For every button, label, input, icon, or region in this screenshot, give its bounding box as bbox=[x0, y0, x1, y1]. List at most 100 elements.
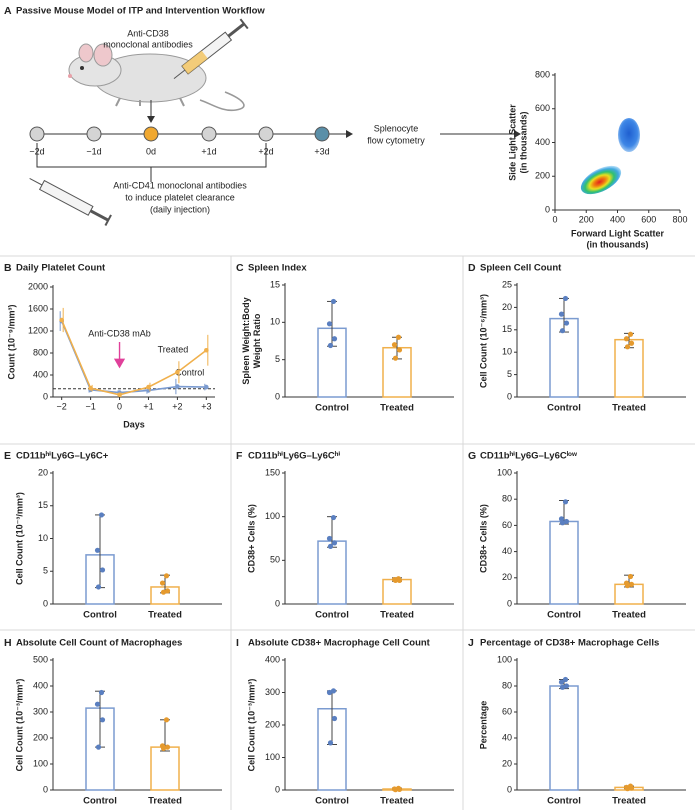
x-tick-label: Control bbox=[547, 796, 581, 807]
y-tick-label: 0 bbox=[43, 598, 48, 608]
y-tick-label: 10 bbox=[38, 533, 48, 543]
bar bbox=[317, 540, 347, 605]
y-axis-label: Cell Count (10⁻³/mm³) bbox=[14, 679, 24, 772]
data-point bbox=[559, 520, 566, 526]
y-tick-label: 0 bbox=[275, 598, 280, 608]
y-tick-label: 200 bbox=[535, 171, 550, 181]
data-point bbox=[395, 334, 402, 340]
data-point bbox=[327, 740, 334, 746]
y-tick-label: 200 bbox=[265, 719, 280, 729]
data-point bbox=[146, 384, 151, 390]
x-tick-label: +3 bbox=[201, 401, 211, 411]
y-axis-label: CD38+ Cells (%) bbox=[478, 504, 488, 573]
y-tick-label: 1200 bbox=[28, 325, 48, 335]
data-point bbox=[331, 540, 338, 546]
bracket bbox=[36, 143, 267, 182]
data-point bbox=[628, 785, 635, 791]
y-tick-label: 20 bbox=[502, 758, 512, 768]
data-point bbox=[327, 543, 334, 549]
y-tick-label: 60 bbox=[502, 520, 512, 530]
data-point bbox=[562, 499, 569, 505]
timeline-nodes bbox=[29, 126, 330, 142]
data-point bbox=[563, 518, 570, 525]
x-axis-label: (in thousands) bbox=[587, 239, 649, 249]
y-axis-label: Percentage bbox=[478, 701, 488, 750]
y-tick-label: 40 bbox=[502, 732, 512, 742]
y-tick-label: 5 bbox=[275, 354, 280, 364]
bar bbox=[549, 685, 579, 791]
y-tick-label: 0 bbox=[545, 204, 550, 214]
data-point bbox=[558, 679, 565, 685]
data-point bbox=[164, 588, 171, 594]
data-point bbox=[160, 589, 167, 595]
y-tick-label: 100 bbox=[33, 758, 48, 768]
data-point bbox=[327, 342, 334, 349]
timeline-label: −1d bbox=[86, 146, 101, 156]
x-tick-label: Control bbox=[83, 796, 117, 807]
y-tick-label: 200 bbox=[33, 732, 48, 742]
x-tick-label: Control bbox=[315, 796, 349, 807]
data-point bbox=[624, 344, 631, 350]
data-point bbox=[331, 715, 338, 722]
y-tick-label: 80 bbox=[502, 494, 512, 504]
data-point bbox=[330, 298, 337, 305]
panel-title: CD11bʰⁱLy6G–Ly6C+ bbox=[16, 451, 109, 462]
y-tick-label: 0 bbox=[275, 784, 280, 794]
annotation: Anti-CD41 monoclonal antibodies bbox=[113, 180, 247, 190]
data-point bbox=[624, 786, 631, 792]
data-point bbox=[204, 347, 209, 353]
x-tick-label: Treated bbox=[612, 610, 646, 621]
data-point bbox=[175, 369, 180, 375]
y-tick-label: 15 bbox=[502, 324, 512, 334]
series-label: Treated bbox=[158, 345, 189, 355]
data-point bbox=[392, 787, 399, 793]
x-tick-label: 600 bbox=[641, 214, 656, 224]
data-point bbox=[95, 744, 102, 750]
data-point bbox=[94, 547, 101, 553]
panel-title: CD11bʰⁱLy6G–Ly6Cˡᵒʷ bbox=[480, 451, 578, 462]
panel-title: Spleen Index bbox=[248, 263, 307, 274]
x-tick-label: Treated bbox=[148, 796, 182, 807]
y-tick-label: 0 bbox=[507, 598, 512, 608]
timeline-label: 0d bbox=[146, 146, 156, 156]
syringe-icon bbox=[173, 18, 249, 80]
y-tick-label: 100 bbox=[265, 511, 280, 521]
y-tick-label: 500 bbox=[33, 654, 48, 664]
y-tick-label: 0 bbox=[43, 784, 48, 794]
x-tick-label: Treated bbox=[612, 403, 646, 414]
y-tick-label: 80 bbox=[502, 680, 512, 690]
data-point bbox=[117, 392, 122, 398]
y-axis-label: Cell Count (10⁻³/mm³) bbox=[14, 492, 24, 585]
data-point bbox=[163, 573, 170, 579]
y-tick-label: 800 bbox=[33, 347, 48, 357]
annotation: Anti-CD38 mAb bbox=[88, 328, 151, 338]
density-blobs bbox=[580, 118, 640, 195]
panel-letter: D bbox=[468, 262, 476, 274]
y-tick-label: 600 bbox=[535, 103, 550, 113]
data-point bbox=[558, 516, 565, 522]
panel-letter: G bbox=[468, 450, 476, 462]
y-tick-label: 20 bbox=[502, 572, 512, 582]
series-line bbox=[60, 319, 207, 396]
data-point bbox=[326, 321, 333, 327]
x-tick-label: 0 bbox=[552, 214, 557, 224]
data-point bbox=[559, 328, 566, 334]
panel-letter: H bbox=[4, 637, 12, 649]
y-axis-label: (in thousands) bbox=[518, 112, 528, 174]
x-axis-label: Days bbox=[123, 419, 145, 429]
x-tick-label: Treated bbox=[148, 610, 182, 621]
y-tick-label: 400 bbox=[33, 369, 48, 379]
y-tick-label: 300 bbox=[265, 687, 280, 697]
panel-letter: B bbox=[4, 262, 12, 274]
panel-title: Daily Platelet Count bbox=[16, 263, 106, 274]
y-tick-label: 0 bbox=[43, 391, 48, 401]
data-point bbox=[159, 580, 166, 586]
data-point bbox=[396, 577, 403, 584]
x-tick-label: Treated bbox=[380, 610, 414, 621]
annotation: (daily injection) bbox=[150, 204, 210, 214]
x-tick-label: 800 bbox=[672, 214, 687, 224]
x-tick-label: −1 bbox=[85, 401, 95, 411]
data-point bbox=[326, 689, 333, 696]
y-axis-label: Count (10⁻⁹/mm³) bbox=[6, 304, 16, 379]
